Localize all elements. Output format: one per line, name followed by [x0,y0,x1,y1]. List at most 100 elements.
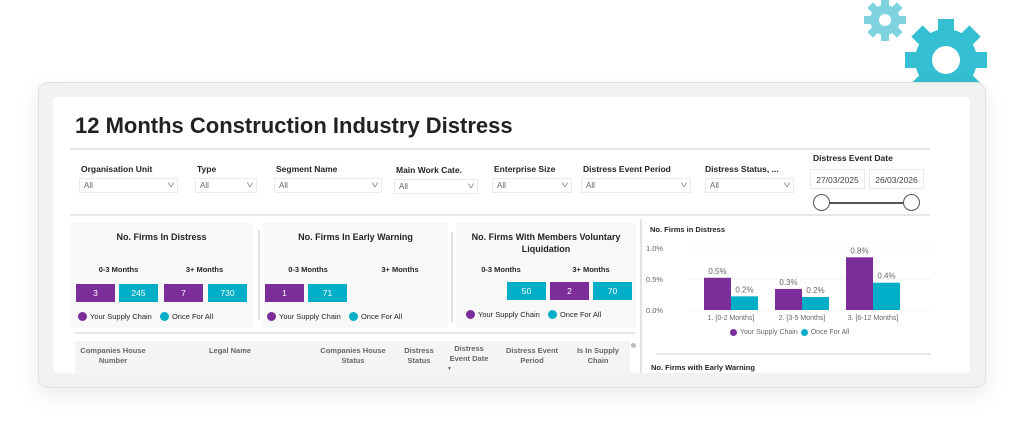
value-your-supply-chain: 7 [164,284,203,302]
legend: Your Supply Chain Once For All [78,312,213,321]
kpi-card-firms-in-early-warning: No. Firms In Early Warning 0-3 Months 3+… [263,223,448,328]
bar[interactable] [802,296,829,310]
filter-label: Enterprise Size [494,164,556,174]
distress-event-period-dropdown[interactable]: All v [581,178,691,193]
column-header[interactable]: Distress Status [404,346,434,365]
data-label: 0.5% [708,267,726,276]
data-label: 0.3% [779,278,797,287]
dropdown-value: All [200,181,209,190]
legend-label: Your Supply Chain [90,312,152,321]
column-header[interactable]: Legal Name [208,346,252,355]
distress-status-dropdown[interactable]: All v [705,178,794,193]
legend-dot [348,312,358,321]
card-title: No. Firms With Members Voluntary Liquida… [471,232,621,254]
filter-label: Main Work Cate. [396,165,462,175]
chevron-down-icon: v [467,181,475,190]
column-header[interactable]: Companies House Status [320,346,386,365]
dropdown-value: All [497,181,506,190]
x-tick-label: 1. [0-2 Months] [708,315,755,322]
legend-dot [800,329,808,336]
date-slider-start-handle[interactable] [813,194,830,211]
legend-label: Your Supply Chain [740,329,798,336]
bar-chart: 0.0% 0.5% 1.0% 0.5% 0.2% 1. [0-2 Months] 0.3% 0… [646,244,931,322]
x-tick-label: 2. [3-5 Months] [779,315,826,322]
divider [70,148,930,150]
dropdown-value: All [399,182,408,191]
chevron-down-icon: v [371,180,379,189]
scrollbar[interactable] [631,343,636,348]
column-header: 0-3 Months [481,265,521,274]
column-header: 3+ Months [572,265,610,274]
value-your-supply-chain: 2 [550,282,589,300]
value-once-for-all: 70 [593,282,632,300]
data-label: 0.2% [806,286,824,295]
y-tick-label: 1.0% [646,244,663,253]
bar[interactable] [731,296,758,310]
data-label: 0.4% [877,272,895,281]
column-header[interactable]: Distress Event Date [449,344,489,363]
x-tick-label: 3. [6-12 Months] [848,315,899,322]
column-header: 3+ Months [185,265,224,274]
legend-dot [466,310,475,319]
chevron-down-icon: v [783,180,791,189]
legend: Your Supply Chain Once For All [466,310,601,319]
column-header[interactable]: Distress Event Period [505,346,559,365]
page-title: 12 Months Construction Industry Distress [75,113,513,138]
column-header[interactable]: Companies House Number [80,346,146,365]
column-header: 3+ Months [381,265,419,274]
divider [258,230,260,320]
legend-dot [547,310,557,319]
legend-label: Once For All [559,310,602,319]
sort-descending-icon[interactable]: ▼ [447,366,452,372]
data-label: 0.2% [735,285,753,294]
dropdown-value: All [279,181,288,190]
dropdown-value: All [710,181,719,190]
date-slider-end-handle[interactable] [903,194,920,211]
legend-dot [267,312,276,321]
filter-label: Organisation Unit [81,164,153,174]
chevron-down-icon: v [167,180,175,189]
value-your-supply-chain: 3 [76,284,115,302]
column-header: 0-3 Months [288,265,328,274]
divider [451,232,453,322]
column-header: 0-3 Months [98,265,139,274]
divider [70,214,930,216]
gears-decoration [864,0,987,101]
bar[interactable] [846,257,873,310]
legend-dot [78,312,87,321]
bar[interactable] [873,282,900,310]
type-dropdown[interactable]: All v [195,178,257,193]
chart-title: No. Firms with Early Warning [651,363,755,372]
enterprise-size-dropdown[interactable]: All v [492,178,572,193]
divider [640,219,642,373]
table-header: Companies House Number Legal Name Compan… [75,341,630,373]
filter-label: Distress Status, ... [705,164,779,174]
filter-label: Segment Name [276,164,338,174]
legend-label: Once For All [360,312,403,321]
divider [75,332,635,334]
y-tick-label: 0.5% [646,275,663,284]
date-slider-track[interactable] [823,202,911,204]
filter-label: Distress Event Period [583,164,671,174]
legend-label: Once For All [810,329,850,336]
legend-dot [159,312,169,321]
card-title: No. Firms In Early Warning [298,232,413,242]
main-work-category-dropdown[interactable]: All v [394,179,478,194]
gear-icon [905,19,987,101]
dropdown-value: All [586,181,595,190]
column-header[interactable]: Is In Supply Chain [576,346,620,365]
dropdown-value: All [84,181,93,190]
filter-label: Type [197,164,217,174]
segment-name-dropdown[interactable]: All v [274,178,382,193]
bar[interactable] [775,288,802,310]
start-date-input[interactable]: 27/03/2025 [810,169,865,189]
kpi-card-voluntary-liquidation: No. Firms With Members Voluntary Liquida… [456,223,636,328]
kpi-card-firms-in-distress: No. Firms In Distress 0-3 Months 3+ Mont… [70,223,253,328]
end-date-input[interactable]: 26/03/2026 [869,169,924,189]
legend: Your Supply Chain Once For All [267,312,402,321]
legend-dot [730,329,737,336]
value-once-for-all: 71 [308,284,347,302]
chevron-down-icon: v [246,180,254,189]
organisation-unit-dropdown[interactable]: All v [79,178,178,193]
bar[interactable] [704,277,731,310]
